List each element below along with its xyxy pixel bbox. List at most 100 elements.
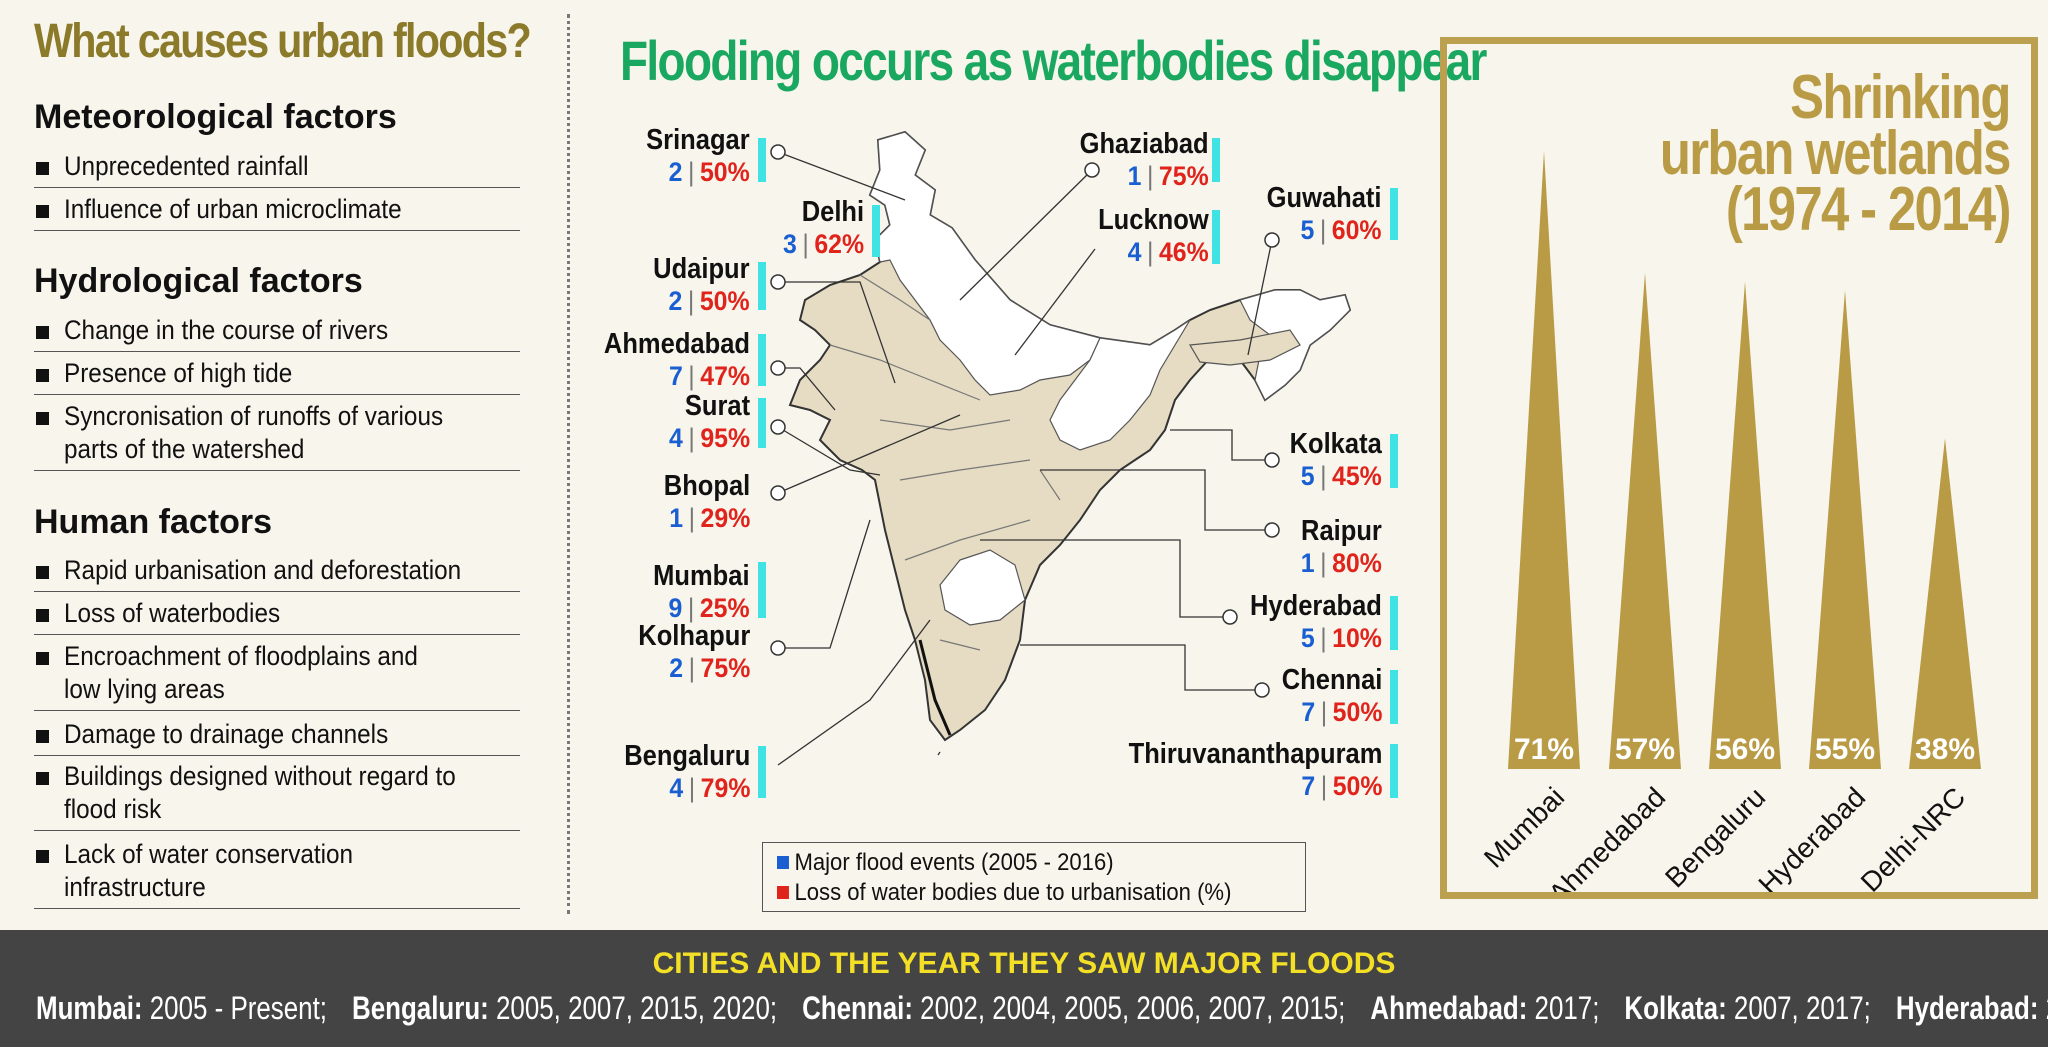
- bullet-square-icon: [36, 772, 49, 785]
- section-heading-hydrological: Hydrological factors: [34, 262, 363, 300]
- city-bar: [758, 398, 766, 448]
- wetland-value-label: 56%: [1715, 733, 1775, 766]
- factor-text: Influence of urban microclimate: [64, 194, 402, 224]
- column-divider: [567, 14, 570, 914]
- factor-text: Lack of water conservation infrastructur…: [64, 839, 354, 902]
- city-label-srinagar: Srinagar 2 | 50%: [646, 124, 750, 187]
- wetland-value-label: 55%: [1815, 733, 1875, 766]
- city-label-mumbai: Mumbai 9 | 25%: [653, 560, 750, 623]
- section-heading-human: Human factors: [34, 503, 273, 541]
- city-label-ghaziabad: Ghaziabad 1 | 75%: [1079, 128, 1209, 191]
- factor-item: Damage to drainage channels: [34, 718, 520, 756]
- map-legend: Major flood events (2005 - 2016) Loss of…: [762, 842, 1306, 912]
- city-label-chennai: Chennai 7 | 50%: [1281, 664, 1382, 727]
- wetland-spike-delhi-nrc: [1909, 438, 1981, 769]
- bullet-square-icon: [36, 850, 49, 863]
- wetlands-title-line3: (1974 - 2014): [1726, 175, 2012, 244]
- factor-item: Rapid urbanisation and deforestation: [34, 554, 520, 592]
- factor-item: Change in the course of rivers: [34, 314, 520, 352]
- city-label-bhopal: Bhopal 1 | 29%: [663, 470, 750, 533]
- city-bar: [1212, 210, 1220, 264]
- wetland-value-label: 57%: [1615, 733, 1675, 766]
- factor-item: Influence of urban microclimate: [34, 193, 520, 231]
- factor-text: Syncronisation of runoffs of various par…: [64, 401, 444, 464]
- wetland-spike-hyderabad: [1809, 290, 1881, 769]
- factor-text: Buildings designed without regard to flo…: [64, 761, 456, 824]
- section-heading-meteorological: Meteorological factors: [34, 98, 397, 136]
- wetland-spike-bengaluru: [1709, 281, 1781, 769]
- city-bar: [1390, 434, 1398, 488]
- wetland-spike-mumbai: [1508, 151, 1580, 769]
- bullet-square-icon: [36, 162, 49, 175]
- city-label-hyderabad: Hyderabad 5 | 10%: [1250, 590, 1382, 653]
- factor-item: Unprecedented rainfall: [34, 150, 520, 188]
- state-boundaries: [829, 274, 1061, 651]
- factor-text: Rapid urbanisation and deforestation: [64, 555, 462, 585]
- wetland-category-label: Hyderabad: [1752, 781, 1871, 892]
- floods-years-heading: CITIES AND THE YEAR THEY SAW MAJOR FLOOD…: [652, 947, 1396, 980]
- wetlands-title: Shrinking urban wetlands (1974 - 2014): [1660, 63, 2012, 244]
- city-label-raipur: Raipur 1 | 80%: [1300, 515, 1382, 578]
- city-bar: [758, 334, 766, 386]
- factor-item: Presence of high tide: [34, 357, 520, 395]
- leader-lines: [777, 151, 1273, 766]
- factor-text: Loss of waterbodies: [64, 598, 281, 628]
- factor-item: Lack of water conservation infrastructur…: [34, 838, 520, 909]
- legend-red-swatch: [777, 886, 789, 899]
- leader-dots: [770, 144, 1280, 698]
- city-bar: [1212, 138, 1220, 182]
- wetlands-title-line1: Shrinking: [1790, 63, 2011, 132]
- city-bar: [1390, 596, 1398, 650]
- city-bar: [758, 262, 766, 310]
- city-label-surat: Surat 4 | 95%: [668, 390, 750, 453]
- bullet-square-icon: [36, 326, 49, 339]
- wetlands-title-line2: urban wetlands: [1660, 119, 2012, 188]
- factor-text: Damage to drainage channels: [64, 719, 389, 749]
- factor-item: Encroachment of floodplains and low lyin…: [34, 640, 520, 711]
- wetland-value-label: 71%: [1514, 733, 1574, 766]
- bullet-square-icon: [36, 566, 49, 579]
- factor-item: Syncronisation of runoffs of various par…: [34, 400, 520, 471]
- city-label-kolkata: Kolkata 5 | 45%: [1289, 428, 1382, 491]
- factor-item: Buildings designed without regard to flo…: [34, 760, 520, 831]
- wetlands-frame: [1440, 37, 2038, 899]
- white-region-north: [869, 131, 1101, 396]
- city-label-guwahati: Guwahati 5 | 60%: [1267, 182, 1382, 245]
- factor-text: Unprecedented rainfall: [64, 151, 309, 181]
- city-label-bengaluru: Bengaluru 4 | 79%: [623, 740, 750, 803]
- legend-blue-swatch: [777, 856, 789, 869]
- left-title: What causes urban floods?: [34, 15, 532, 68]
- factor-text: Change in the course of rivers: [64, 315, 389, 345]
- city-label-ahmedabad: Ahmedabad 7 | 47%: [603, 328, 750, 391]
- legend-floods: Major flood events (2005 - 2016): [777, 849, 1114, 877]
- white-region-south: [939, 549, 1026, 626]
- white-region-east: [1049, 319, 1191, 451]
- factor-text: Presence of high tide: [64, 358, 293, 388]
- city-label-delhi: Delhi 3 | 62%: [782, 196, 864, 259]
- tan-northeast: [1189, 329, 1301, 366]
- city-bar: [1390, 670, 1398, 724]
- city-label-lucknow: Lucknow 4 | 46%: [1098, 204, 1209, 267]
- wetlands-chart: 71%Mumbai57%Ahmedabad56%Bengaluru55%Hyde…: [1478, 151, 1981, 892]
- wetland-category-label: Delhi-NRC: [1855, 781, 1972, 892]
- map-title: Flooding occurs as waterbodies disappear: [620, 29, 1487, 92]
- floods-years-list: Mumbai: 2005 - Present; Bengaluru: 2005,…: [36, 990, 2048, 1026]
- kerala-coast: [918, 639, 952, 736]
- factor-item: Loss of waterbodies: [34, 597, 520, 635]
- wetland-spike-ahmedabad: [1609, 272, 1681, 769]
- city-label-kolhapur: Kolhapur 2 | 75%: [637, 620, 750, 683]
- bullet-square-icon: [36, 369, 49, 382]
- india-map: [770, 130, 1352, 766]
- floods-years-band: CITIES AND THE YEAR THEY SAW MAJOR FLOOD…: [0, 930, 2048, 1047]
- city-bar: [1390, 188, 1398, 240]
- city-bar: [758, 138, 766, 182]
- factor-text: Encroachment of floodplains and low lyin…: [64, 641, 418, 704]
- legend-loss: Loss of water bodies due to urbanisation…: [777, 879, 1231, 907]
- wetland-value-label: 38%: [1915, 733, 1975, 766]
- city-label-udaipur: Udaipur 2 | 50%: [653, 253, 750, 316]
- bullet-square-icon: [36, 205, 49, 218]
- city-bar: [872, 205, 880, 257]
- city-bar: [758, 562, 766, 618]
- city-label-thiruvananthapuram: Thiruvananthapuram 7 | 50%: [1128, 738, 1382, 801]
- wetland-category-label: Mumbai: [1478, 781, 1570, 873]
